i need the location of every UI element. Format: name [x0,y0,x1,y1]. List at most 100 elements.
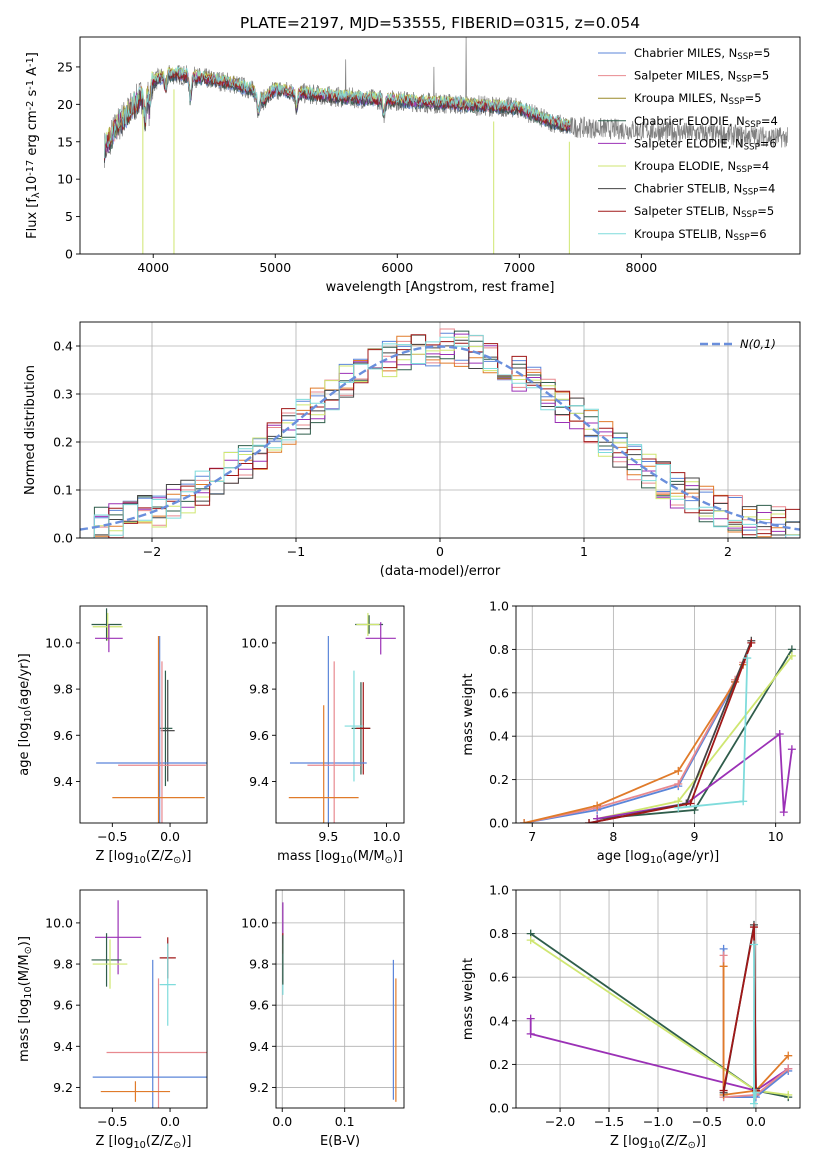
weight-point-marker [674,803,683,812]
y-axis-label: Flux [fλ10-17 erg cm-2 s-1 A-1] [25,52,42,239]
data-point [288,705,359,823]
weight-series-line [529,1018,789,1092]
y-tick-label: 1.0 [489,883,509,898]
data-point [356,682,371,775]
y-tick-label: 0.4 [53,339,73,354]
x-axis-label: Z [log10(Z/Z⊙)] [96,849,192,866]
y-tick-label: 9.6 [53,728,73,743]
legend-label: N(0,1) [740,337,776,351]
weight-point-marker [787,651,796,660]
plot-area [91,608,207,823]
weight-point-marker [520,819,529,823]
weight-point-marker [526,1014,535,1023]
weight-point-marker [526,936,535,945]
axes-frame [275,889,405,1109]
chart-weight_vs_z: −2.0 −1.5 −1.0 −0.5 0.0 0.0 0.2 0.4 0.6 0.8 1.0 Z [… [461,883,801,1151]
x-tick-label: 10 [768,829,784,844]
y-tick-label: 10.0 [45,915,73,930]
weight-point-marker [787,745,796,754]
y-tick-label: 0.1 [53,483,73,498]
y-tick-label: 0.4 [489,1013,509,1028]
y-tick-label: 9.8 [249,957,269,972]
data-point [106,978,207,1108]
y-tick-label: 0.2 [489,1057,509,1072]
y-tick-label: 9.4 [53,774,73,789]
weight-point-marker [526,1029,535,1038]
y-tick-label: 0.3 [53,387,73,402]
plot-area [520,636,796,823]
legend-label: Chabrier ELODIE, NSSP=4 [634,114,778,130]
x-tick-label: 6000 [381,260,413,275]
data-point [91,608,122,641]
weight-point-marker [784,1051,793,1060]
data-point [112,636,205,823]
data-point [92,612,123,641]
weight-point-marker [779,808,788,817]
weight-series-line [530,932,789,1098]
axes-frame [515,605,801,824]
weight-series-line [722,926,757,1091]
x-axis-label: age [log10(age/yr)] [597,849,720,866]
x-tick-label: −2.0 [545,1114,575,1129]
y-axis-label: Normed distribution [23,365,38,495]
y-axis-label: mass weight [461,958,476,1040]
y-tick-label: 15 [57,134,73,149]
axes-frame [79,321,801,539]
plot-area [282,902,397,1102]
plot-area [80,328,800,538]
y-tick-label: 0.0 [489,816,509,831]
axes-frame [79,36,801,255]
model-spectrum-line [104,65,571,159]
data-point [92,939,128,989]
y-tick-label: 0.4 [489,729,509,744]
data-point [356,612,380,637]
data-point [158,670,173,787]
x-tick-label: 8000 [625,260,657,275]
weight-point-marker [743,654,752,663]
data-point [95,624,123,653]
axes-frame [515,889,801,1109]
weight-point-marker [585,819,594,823]
weight-point-marker [749,1099,758,1108]
legend-label: Kroupa MILES, NSSP=5 [634,91,762,107]
y-tick-label: 9.4 [53,1039,73,1054]
legend-label: Chabrier STELIB, NSSP=4 [634,182,775,198]
legend-label: Kroupa STELIB, NSSP=6 [634,227,767,243]
axes-frame [275,605,405,824]
x-tick-label: 0.0 [746,1114,766,1129]
y-tick-label: 10.0 [241,915,269,930]
residual-histogram-step [80,334,800,538]
chart-age_vs_z: −0.5 0.0 9.4 9.6 9.8 10.0 Z [log10(Z/Z⊙)] age [… [17,605,208,866]
x-tick-label: −0.5 [97,1114,127,1129]
data-point [100,1081,171,1102]
x-tick-label: 7 [528,829,536,844]
x-tick-label: 5000 [259,260,291,275]
data-point [96,636,207,823]
weight-point-marker [593,801,602,810]
y-tick-label: 0.0 [489,1101,509,1116]
x-tick-label: −1.5 [594,1114,624,1129]
x-tick-label: −1.0 [643,1114,673,1129]
x-tick-label: 9 [691,829,699,844]
y-tick-label: 10.0 [241,635,269,650]
weight-point-marker [674,766,683,775]
plot-area [91,900,207,1108]
y-tick-label: 0.6 [489,970,509,985]
y-tick-label: 9.4 [249,1039,269,1054]
x-axis-label: wavelength [Angstrom, rest frame] [326,280,555,295]
legend-label: Salpeter ELODIE, NSSP=6 [634,136,777,152]
x-tick-label: 2 [724,544,732,559]
chart-weight_vs_age: 7 8 9 10 0.0 0.2 0.4 0.6 0.8 1.0 age [log10(age/yr… [461,599,801,866]
x-tick-label: 0 [436,544,444,559]
x-tick-label: −1 [287,544,305,559]
weight-point-marker [775,730,784,739]
residual-histogram-step [80,336,800,538]
x-tick-label: 7000 [503,260,535,275]
legend-label: Salpeter STELIB, NSSP=5 [634,204,774,220]
x-tick-label: 8 [609,829,617,844]
chart-spectrum: 4000 5000 6000 7000 8000 0 5 10 15 20 25 wavelength… [25,36,801,295]
data-point [289,636,367,823]
y-tick-label: 9.4 [249,774,269,789]
